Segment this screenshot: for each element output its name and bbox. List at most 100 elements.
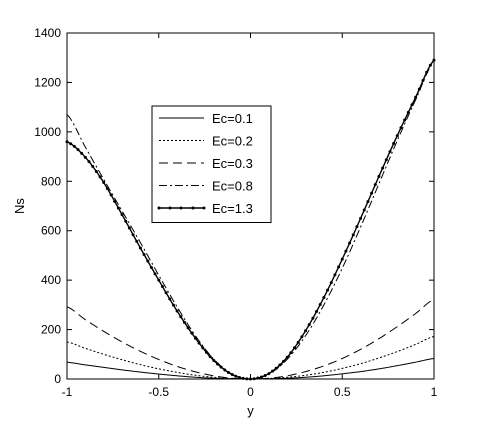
series-point: [333, 273, 337, 277]
series-point: [127, 226, 131, 230]
series-point: [157, 278, 161, 282]
series-point: [355, 225, 359, 229]
series-point: [69, 142, 73, 146]
series-point: [223, 368, 227, 372]
series-point: [72, 144, 76, 148]
y-tick-label: 1000: [34, 125, 61, 139]
legend-entry-label: Ec=0.2: [212, 134, 253, 149]
y-tick-label: 1400: [34, 26, 61, 40]
x-tick-label: 0: [247, 385, 254, 399]
x-tick-label: 1: [431, 385, 438, 399]
series-point: [234, 374, 238, 378]
series-point: [399, 126, 403, 130]
series-point: [204, 350, 208, 354]
series-point: [116, 206, 120, 210]
series-point: [212, 358, 216, 362]
series-point: [373, 183, 377, 187]
legend-swatch-dot: [179, 206, 183, 210]
series-line-2: [66, 336, 435, 380]
series-point: [392, 142, 396, 146]
legend-entry-label: Ec=0.3: [212, 156, 253, 171]
series-point: [315, 309, 319, 313]
series-point: [274, 366, 278, 370]
series-point: [219, 365, 223, 369]
series-point: [91, 164, 95, 168]
series-point: [406, 110, 410, 114]
series-point: [83, 155, 87, 159]
series-point: [175, 309, 179, 313]
series-point: [135, 239, 139, 243]
series-point: [142, 253, 146, 257]
series-point: [179, 315, 183, 319]
x-tick-label: -1: [62, 385, 73, 399]
y-tick-label: 600: [41, 224, 61, 238]
series-point: [326, 288, 330, 292]
series-point: [215, 362, 219, 366]
legend-entry-label: Ec=1.3: [212, 201, 253, 216]
series-point: [414, 95, 418, 99]
series-point: [293, 346, 297, 350]
series-point: [362, 208, 366, 212]
series-point: [307, 323, 311, 327]
series-point: [344, 249, 348, 253]
y-tick-label: 400: [41, 273, 61, 287]
series-point: [186, 326, 190, 330]
series-point: [197, 341, 201, 345]
series-point: [131, 233, 135, 237]
series-point: [388, 150, 392, 154]
x-tick-label: 0.5: [334, 385, 351, 399]
series-point: [329, 281, 333, 285]
series-point: [395, 134, 399, 138]
legend-box: [151, 105, 272, 223]
legend-entry-label: Ec=0.1: [212, 111, 253, 126]
series-point: [417, 87, 421, 91]
series-point: [271, 369, 275, 373]
series-point: [260, 375, 264, 379]
series-point: [381, 166, 385, 170]
series-point: [113, 199, 117, 203]
series-point: [190, 331, 194, 335]
series-point: [149, 265, 153, 269]
series-point: [182, 320, 186, 324]
legend-swatch-dot: [168, 206, 172, 210]
series-point: [428, 63, 432, 67]
y-tick-label: 800: [41, 174, 61, 188]
series-point: [230, 373, 234, 377]
legend-swatch-dot: [157, 206, 161, 210]
series-point: [102, 181, 106, 185]
series-point: [289, 351, 293, 355]
series-point: [359, 216, 363, 220]
series-point: [164, 291, 168, 295]
y-tick-label: 1200: [34, 75, 61, 89]
series-point: [410, 103, 414, 107]
series-point: [138, 246, 142, 250]
series-point: [171, 303, 175, 307]
series-point: [76, 148, 80, 152]
series-line-4: [66, 61, 435, 380]
series-point: [201, 346, 205, 350]
series-point: [124, 219, 128, 223]
series-point: [403, 118, 407, 122]
y-tick-label: 200: [41, 323, 61, 337]
series-point: [87, 160, 91, 164]
series-point: [425, 70, 429, 74]
series-point: [226, 370, 230, 374]
series-point: [208, 355, 212, 359]
series-point: [153, 272, 157, 276]
series-point: [80, 151, 84, 155]
series-point: [120, 213, 124, 217]
series-point: [105, 186, 109, 190]
series-point: [94, 169, 98, 173]
series-point: [168, 297, 172, 301]
axis-ticks: -1 -0.5 0 0.5 1 0 200 400 600 800 1000 1200 1400: [34, 26, 437, 399]
series-point: [384, 158, 388, 162]
series-point: [318, 303, 322, 307]
series-point: [311, 316, 315, 320]
series-point: [267, 372, 271, 376]
series-point: [109, 193, 113, 197]
series-point: [421, 79, 425, 83]
series-point: [98, 175, 102, 179]
y-axis-label: Ns: [12, 198, 27, 214]
series-point: [348, 241, 352, 245]
